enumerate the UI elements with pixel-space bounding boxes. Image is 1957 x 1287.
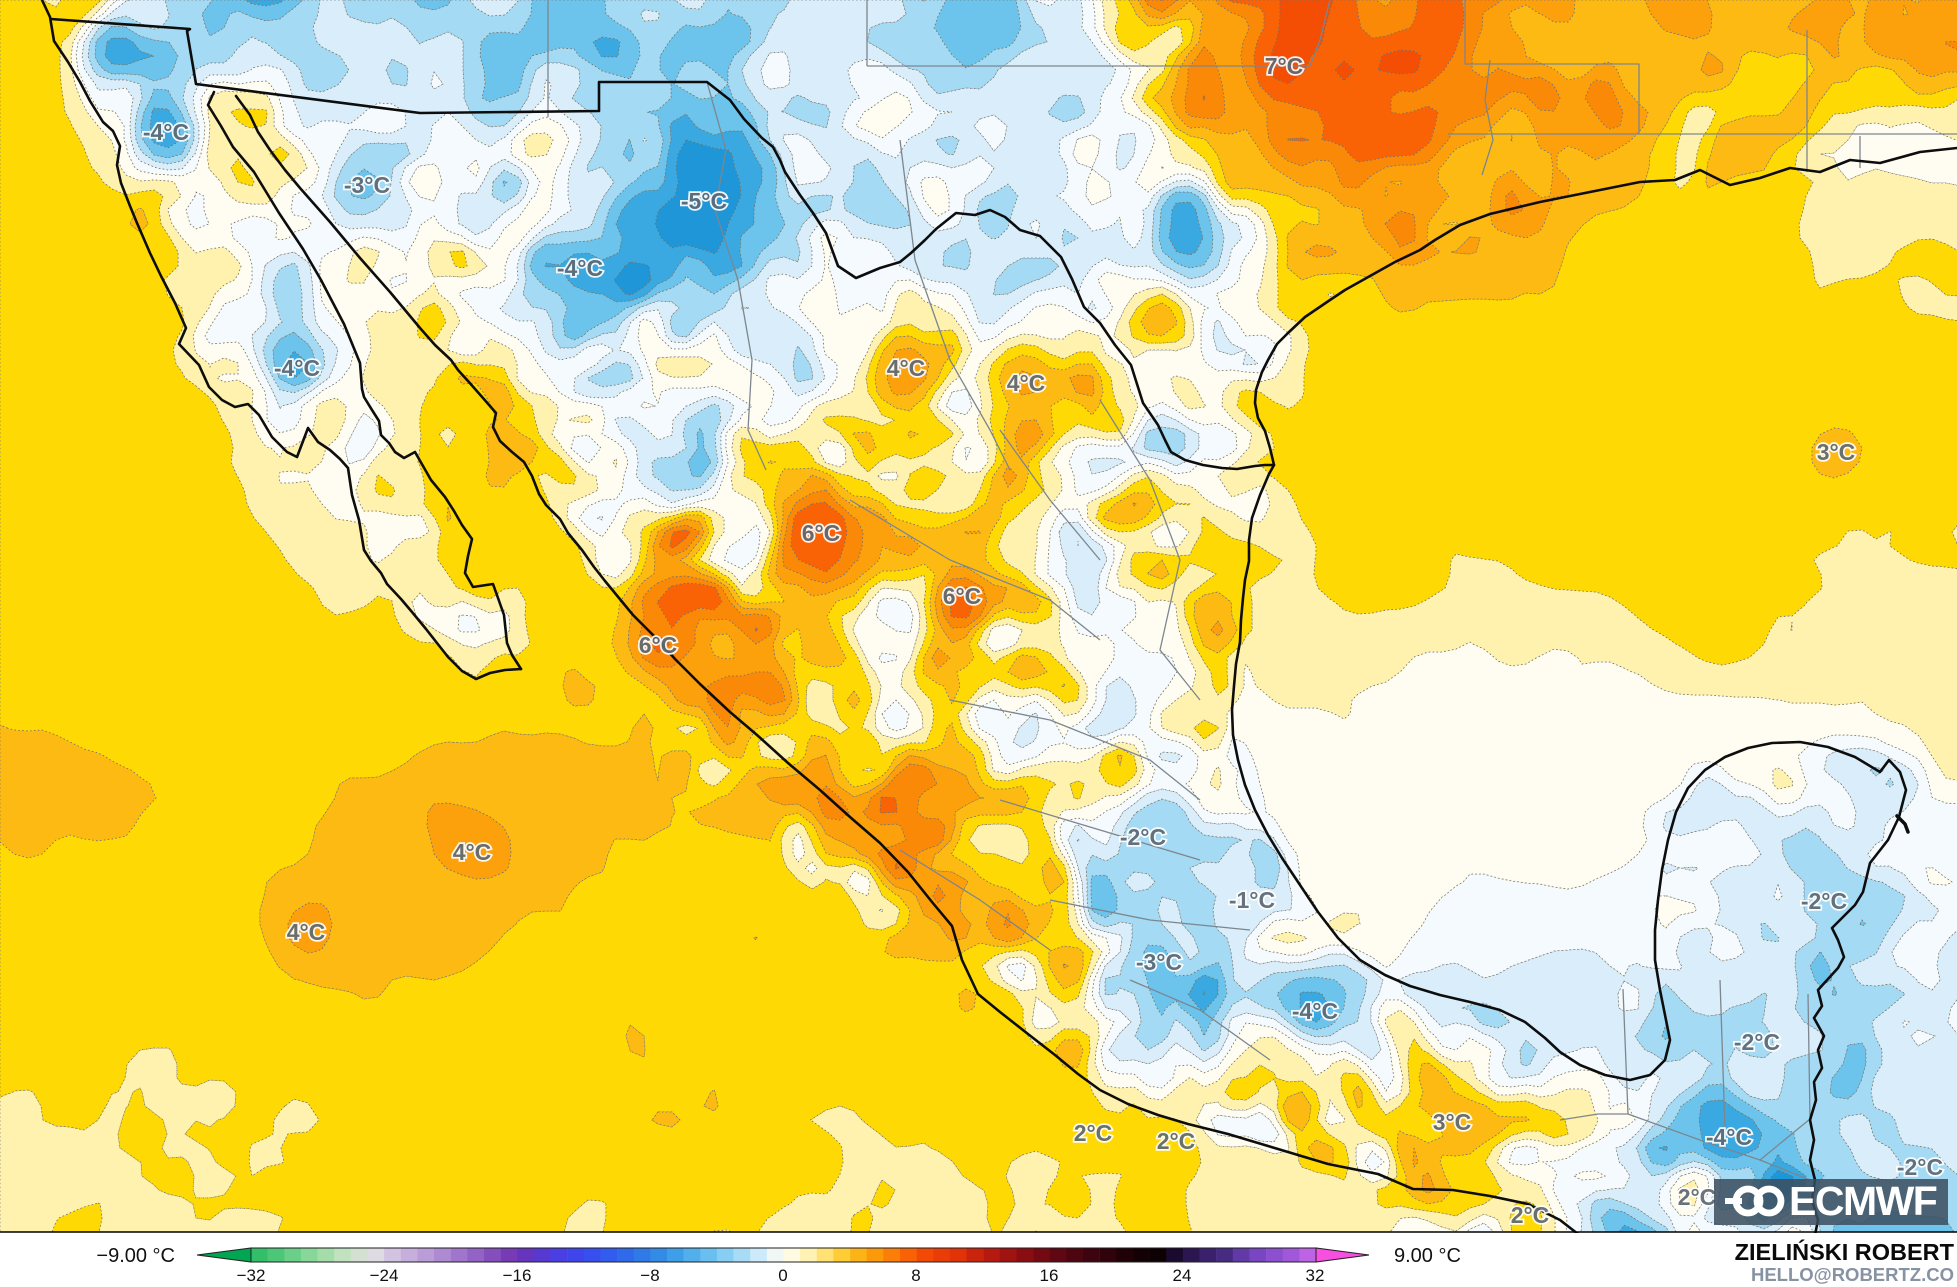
svg-text:24: 24 <box>1173 1266 1192 1285</box>
svg-text:4°C: 4°C <box>287 919 326 945</box>
svg-text:-2°C: -2°C <box>1734 1029 1780 1055</box>
svg-text:2°C: 2°C <box>1074 1120 1113 1146</box>
svg-text:2°C: 2°C <box>1511 1202 1550 1228</box>
svg-text:8: 8 <box>911 1266 920 1285</box>
svg-text:-5°C: -5°C <box>681 188 727 214</box>
svg-text:16: 16 <box>1040 1266 1059 1285</box>
svg-text:32: 32 <box>1306 1266 1325 1285</box>
svg-text:-4°C: -4°C <box>1706 1124 1752 1150</box>
svg-text:3°C: 3°C <box>1817 439 1856 465</box>
svg-text:9.00 °C: 9.00 °C <box>1394 1245 1461 1267</box>
svg-text:-3°C: -3°C <box>344 172 390 198</box>
svg-text:−8: −8 <box>640 1266 659 1285</box>
svg-text:4°C: 4°C <box>453 839 492 865</box>
svg-text:4°C: 4°C <box>1007 370 1046 396</box>
svg-text:2°C: 2°C <box>1678 1184 1717 1210</box>
svg-text:-1°C: -1°C <box>1229 887 1275 913</box>
svg-text:-3°C: -3°C <box>1136 949 1182 975</box>
svg-text:6°C: 6°C <box>943 583 982 609</box>
svg-text:ECMWF: ECMWF <box>1789 1178 1937 1224</box>
svg-text:4°C: 4°C <box>887 355 926 381</box>
svg-text:−16: −16 <box>503 1266 532 1285</box>
svg-text:7°C: 7°C <box>1265 53 1304 79</box>
svg-text:-2°C: -2°C <box>1120 824 1166 850</box>
svg-text:-4°C: -4°C <box>557 255 603 281</box>
svg-text:ZIELIŃSKI ROBERT: ZIELIŃSKI ROBERT <box>1735 1238 1955 1265</box>
svg-text:-4°C: -4°C <box>143 119 189 145</box>
svg-text:3°C: 3°C <box>1433 1109 1472 1135</box>
svg-text:HELLO@ROBERTZ.CO: HELLO@ROBERTZ.CO <box>1751 1264 1954 1285</box>
svg-text:−32: −32 <box>237 1266 266 1285</box>
svg-text:2°C: 2°C <box>1157 1128 1196 1154</box>
svg-text:−24: −24 <box>370 1266 399 1285</box>
svg-text:−9.00 °C: −9.00 °C <box>96 1245 175 1267</box>
svg-text:-2°C: -2°C <box>1801 888 1847 914</box>
svg-text:-4°C: -4°C <box>274 355 320 381</box>
svg-text:-4°C: -4°C <box>1292 998 1338 1024</box>
svg-text:0: 0 <box>778 1266 787 1285</box>
svg-text:6°C: 6°C <box>639 632 678 658</box>
svg-text:-2°C: -2°C <box>1897 1154 1943 1180</box>
svg-text:6°C: 6°C <box>802 520 841 546</box>
